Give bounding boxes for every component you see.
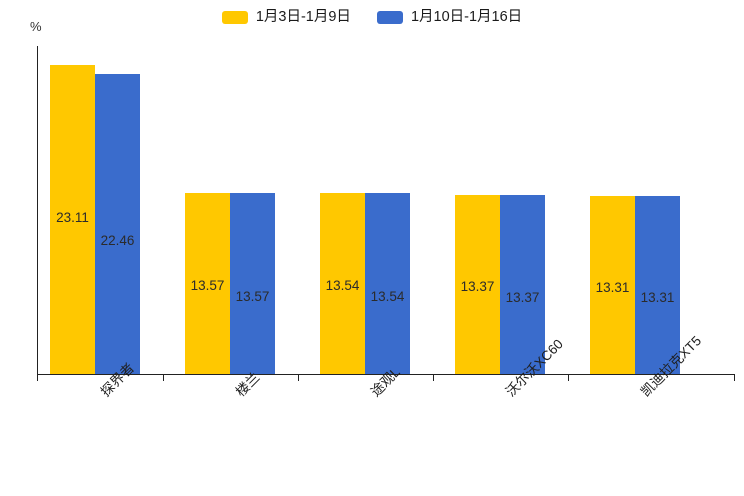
y-axis-unit-label: % xyxy=(30,19,42,34)
bar[interactable]: 13.37 xyxy=(500,195,545,374)
bar[interactable]: 13.31 xyxy=(635,196,680,374)
bar[interactable]: 13.54 xyxy=(320,193,365,374)
bar[interactable]: 13.54 xyxy=(365,193,410,374)
legend-swatch-series-2 xyxy=(376,10,403,24)
legend-label-series-1: 1月3日-1月9日 xyxy=(255,9,351,25)
bar-value-label: 13.37 xyxy=(505,290,540,306)
bar[interactable]: 13.31 xyxy=(590,196,635,374)
x-axis-tick xyxy=(162,375,164,381)
bar-value-label: 13.31 xyxy=(640,290,675,306)
bar[interactable]: 13.57 xyxy=(230,192,275,374)
bar-value-label: 13.57 xyxy=(235,288,270,304)
bar-value-label: 13.54 xyxy=(325,278,360,294)
y-axis-line xyxy=(37,46,38,375)
x-axis-tick xyxy=(567,375,569,381)
x-axis-tick xyxy=(297,375,299,381)
chart-legend: 1月3日-1月9日 1月10日-1月16日 xyxy=(0,10,744,25)
bar-value-label: 13.37 xyxy=(460,279,495,295)
bar[interactable]: 22.46 xyxy=(95,73,140,374)
bar[interactable]: 13.37 xyxy=(455,195,500,374)
legend-item-series-2[interactable]: 1月10日-1月16日 xyxy=(376,9,523,25)
plot-area: 0510152025 23.1122.4613.5713.5713.5413.5… xyxy=(37,40,735,399)
bar-value-label: 13.54 xyxy=(370,288,405,304)
bar-value-label: 22.46 xyxy=(100,232,135,248)
legend-label-series-2: 1月10日-1月16日 xyxy=(410,9,523,25)
bar-value-label: 23.11 xyxy=(56,210,89,226)
x-axis-line xyxy=(37,374,735,375)
legend-item-series-1[interactable]: 1月3日-1月9日 xyxy=(221,9,351,25)
bar[interactable]: 23.11 xyxy=(50,65,95,374)
x-axis-tick-origin xyxy=(37,375,38,381)
x-axis-tick-end xyxy=(734,375,735,381)
bar-value-label: 13.57 xyxy=(190,277,225,293)
legend-swatch-series-1 xyxy=(221,10,248,24)
x-axis-tick xyxy=(432,375,434,381)
bar-value-label: 13.31 xyxy=(595,279,630,295)
bar[interactable]: 13.57 xyxy=(185,192,230,374)
